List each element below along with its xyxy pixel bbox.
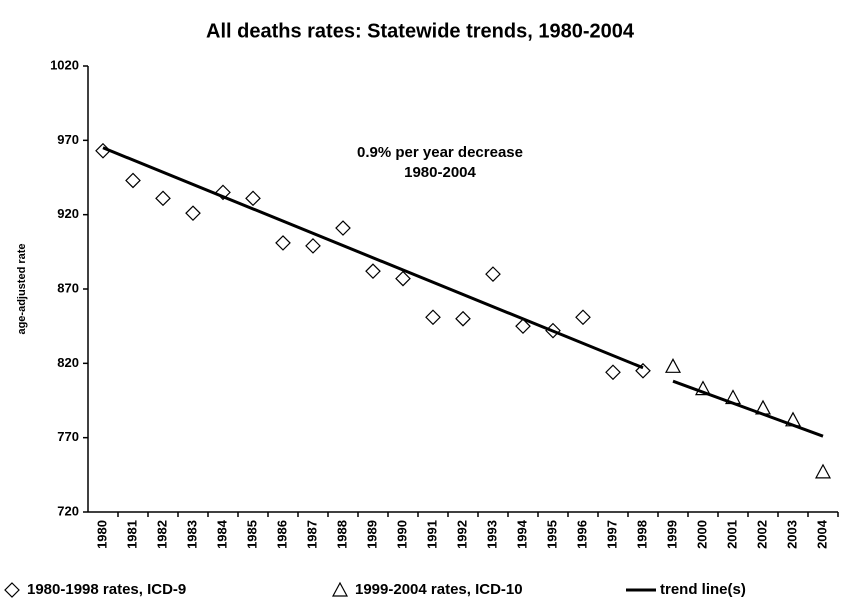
x-tick-label: 1984: [214, 519, 229, 549]
trend-line: [102, 146, 644, 370]
annotation: 0.9% per year decrease: [357, 144, 523, 161]
x-tick-label: 1992: [454, 520, 469, 549]
x-tick-label: 2004: [814, 519, 829, 549]
diamond-marker: [125, 172, 141, 189]
diamond-marker: [185, 205, 201, 222]
legend-label: 1999-2004 rates, ICD-10: [355, 581, 523, 598]
diamond-marker: [575, 309, 591, 326]
legend-label: 1980-1998 rates, ICD-9: [27, 581, 186, 598]
x-tick-label: 1980: [94, 520, 109, 549]
x-tick-label: 1987: [304, 520, 319, 549]
diamond-marker: [275, 235, 291, 251]
triangle-marker: [331, 581, 349, 597]
y-tick-label: 1020: [50, 57, 79, 72]
x-tick-label: 1994: [514, 519, 529, 549]
x-tick-label: 1981: [124, 520, 139, 549]
diamond-marker: [605, 364, 621, 381]
x-tick-label: 2000: [694, 520, 709, 549]
chart-title: All deaths rates: Statewide trends, 1980…: [206, 20, 635, 42]
y-axis-label: age-adjusted rate: [16, 243, 28, 334]
x-tick-label: 1999: [664, 520, 679, 549]
diamond-marker: [515, 318, 531, 335]
diamond-marker: [425, 309, 441, 326]
x-tick-label: 2001: [724, 520, 739, 549]
x-tick-label: 1993: [484, 520, 499, 549]
legend-label: trend line(s): [660, 581, 746, 598]
x-tick-label: 1995: [544, 520, 559, 549]
x-tick-label: 1982: [154, 520, 169, 549]
x-tick-label: 1998: [634, 520, 649, 549]
y-tick-label: 770: [57, 429, 79, 444]
y-tick-label: 720: [57, 503, 79, 518]
diamond-marker: [365, 263, 381, 280]
trend-line: [672, 379, 824, 438]
triangle-marker: [814, 463, 832, 479]
diamond-marker: [395, 270, 411, 287]
x-tick-label: 1986: [274, 520, 289, 549]
diamond-marker: [155, 190, 171, 207]
x-tick-label: 1990: [394, 520, 409, 549]
x-tick-label: 1996: [574, 520, 589, 549]
x-tick-label: 1997: [604, 520, 619, 549]
diamond-marker: [245, 190, 261, 207]
diamond-marker: [485, 266, 501, 282]
x-tick-label: 1989: [364, 520, 379, 549]
y-tick-label: 820: [57, 355, 79, 370]
x-tick-label: 1983: [184, 520, 199, 549]
triangle-marker: [664, 358, 682, 373]
x-tick-label: 1988: [334, 520, 349, 549]
annotation: 1980-2004: [404, 164, 476, 181]
diamond-marker: [335, 220, 351, 236]
y-tick-label: 920: [57, 206, 79, 221]
x-tick-label: 2002: [754, 520, 769, 549]
y-tick-label: 970: [57, 132, 79, 147]
x-tick-label: 1991: [424, 520, 439, 549]
diamond-marker: [305, 238, 321, 254]
x-tick-label: 2003: [784, 520, 799, 549]
x-tick-label: 1985: [244, 520, 259, 549]
diamond-marker: [4, 582, 20, 598]
y-tick-label: 870: [57, 280, 79, 295]
diamond-marker: [455, 310, 471, 327]
